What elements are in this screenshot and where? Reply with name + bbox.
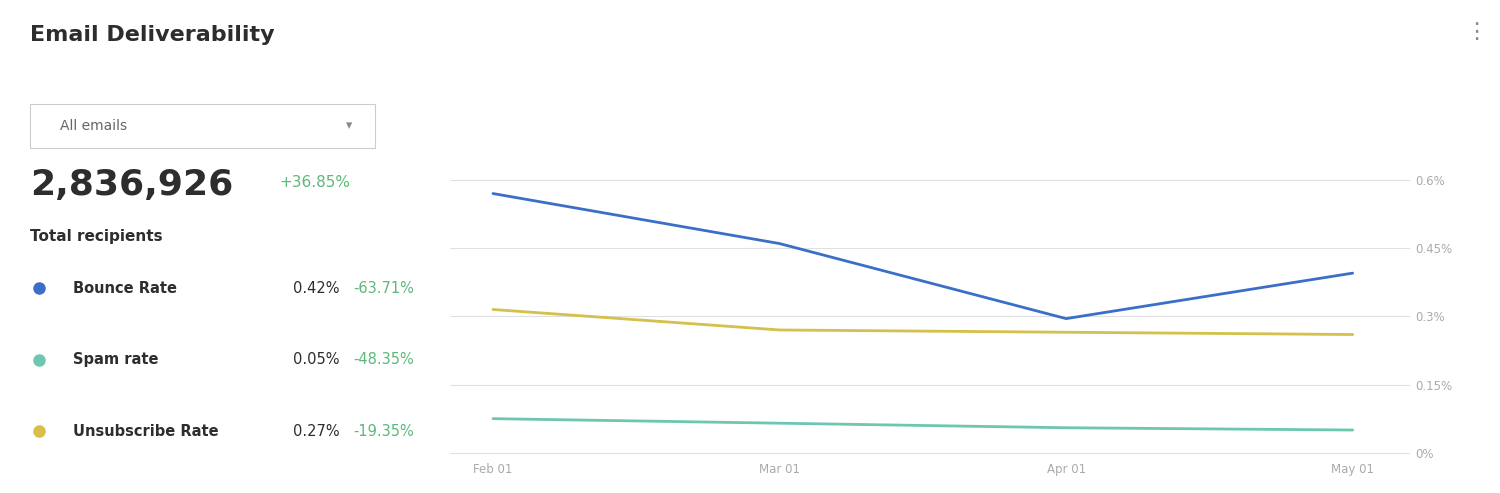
Text: Total recipients: Total recipients	[30, 229, 164, 244]
Text: ⋮: ⋮	[1466, 22, 1486, 42]
Text: -48.35%: -48.35%	[352, 352, 414, 367]
Text: -63.71%: -63.71%	[352, 281, 414, 296]
Text: 0.42%: 0.42%	[292, 281, 339, 296]
Text: 0.27%: 0.27%	[292, 424, 339, 439]
Text: Unsubscribe Rate: Unsubscribe Rate	[74, 424, 219, 439]
FancyBboxPatch shape	[30, 104, 375, 148]
Text: 0.05%: 0.05%	[292, 352, 339, 367]
Text: -19.35%: -19.35%	[352, 424, 414, 439]
Text: Bounce Rate: Bounce Rate	[74, 281, 177, 296]
Text: Email Deliverability: Email Deliverability	[30, 25, 274, 45]
Text: 2,836,926: 2,836,926	[30, 168, 234, 202]
Text: Spam rate: Spam rate	[74, 352, 159, 367]
Text: +36.85%: +36.85%	[280, 175, 351, 190]
Text: All emails: All emails	[60, 119, 128, 133]
Text: ▾: ▾	[345, 119, 352, 132]
